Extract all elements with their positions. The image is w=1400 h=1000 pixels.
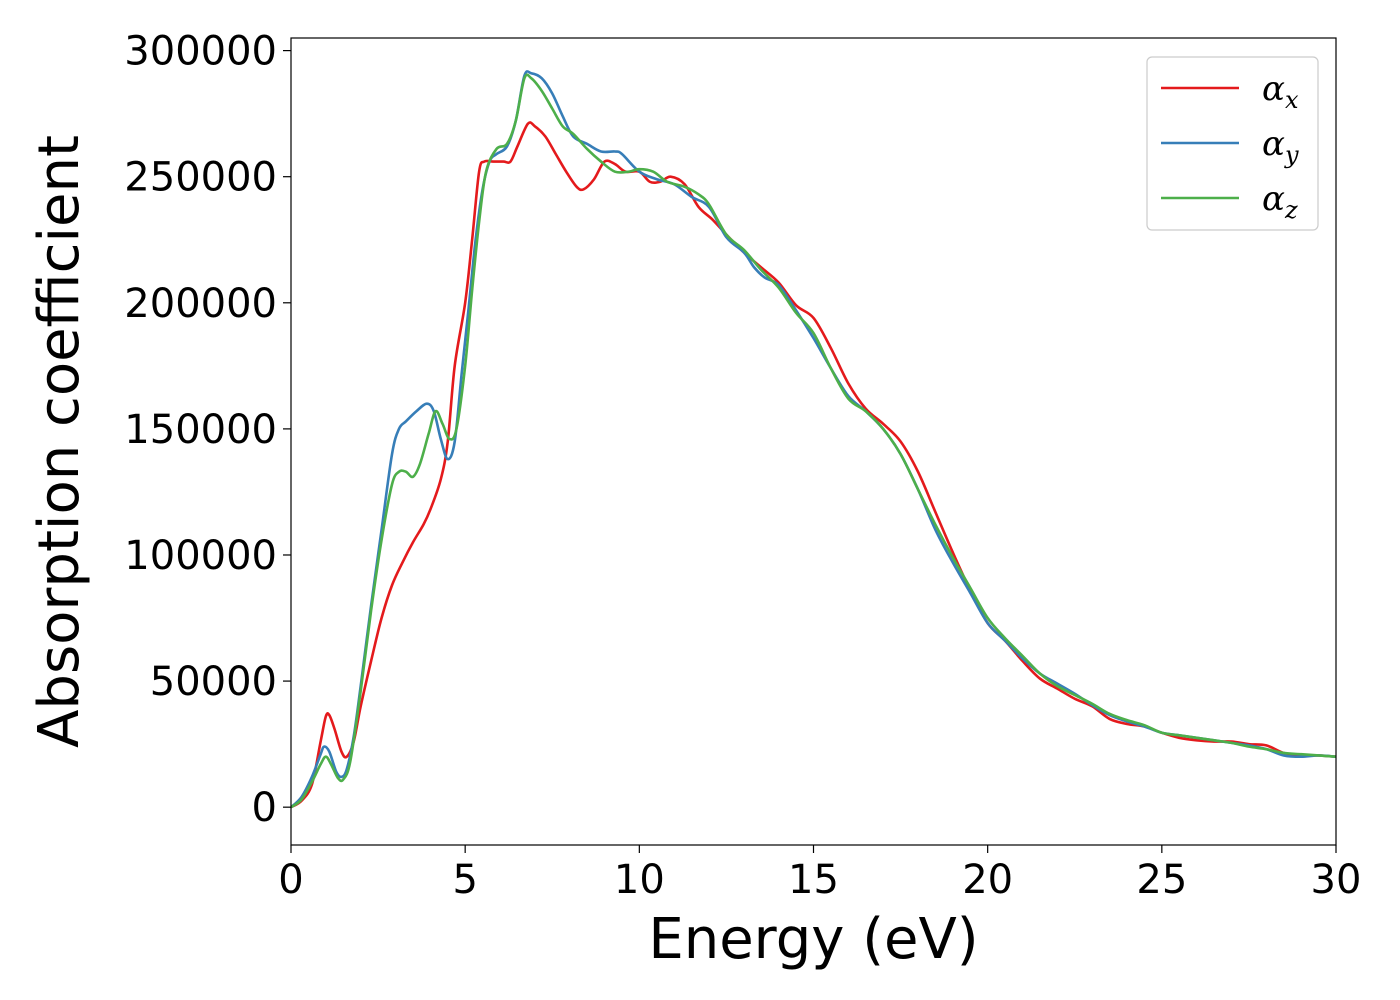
x-tick-label: 20: [962, 857, 1013, 903]
y-axis: 0 50000 100000 150000 200000 250000 300000: [124, 29, 291, 831]
x-tick-label: 5: [452, 857, 477, 903]
legend: αx αy αz: [1146, 56, 1319, 231]
y-tick-label: 300000: [124, 29, 277, 75]
x-tick-label: 0: [278, 857, 303, 903]
y-tick-label: 50000: [150, 659, 277, 705]
x-tick-label: 30: [1311, 857, 1362, 903]
x-axis: 0 5 10 15 20 25 30: [278, 845, 1361, 903]
y-tick-label: 150000: [124, 407, 277, 453]
series-line-x: [291, 121, 1336, 809]
legend-label-x: αx: [1262, 69, 1299, 114]
series-line-z: [291, 73, 1336, 809]
y-axis-label: Absorption coefficient: [27, 135, 92, 748]
x-axis-label: Energy (eV): [648, 907, 978, 972]
x-tick-label: 15: [788, 857, 839, 903]
legend-label-y: αy: [1262, 124, 1299, 169]
y-tick-label: 250000: [124, 155, 277, 201]
series-layer: [291, 70, 1336, 809]
y-tick-label: 200000: [124, 281, 277, 327]
legend-label-z: αz: [1262, 179, 1298, 224]
y-tick-label: 100000: [124, 533, 277, 579]
x-tick-label: 10: [614, 857, 665, 903]
y-tick-label: 0: [252, 785, 277, 831]
x-tick-label: 25: [1136, 857, 1187, 903]
